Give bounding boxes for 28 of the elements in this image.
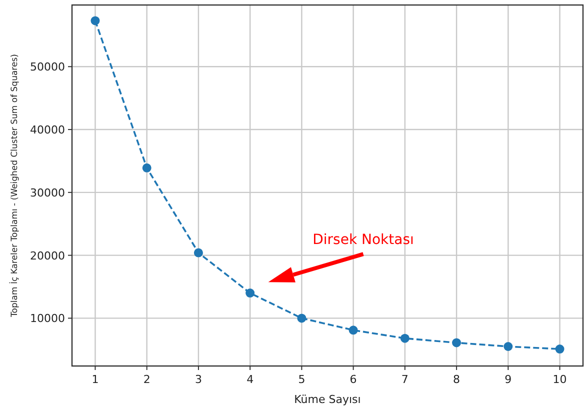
x-tick-label: 8	[453, 373, 460, 386]
x-tick-label: 3	[194, 373, 202, 386]
annotation: Dirsek Noktası	[312, 232, 414, 248]
x-tick-label: 4	[246, 373, 254, 386]
point	[90, 16, 100, 26]
x-tick-label: 6	[350, 373, 357, 386]
point	[142, 163, 152, 172]
point	[504, 342, 513, 352]
x-tick-label: 2	[143, 373, 150, 386]
point	[194, 248, 203, 258]
point	[452, 338, 462, 348]
x-tick-label: 1	[92, 373, 99, 386]
x-tick-label: 10	[552, 373, 567, 386]
point	[297, 314, 306, 323]
x-tick-label: 7	[401, 373, 408, 386]
x-axis-title: Küme Sayısı	[294, 393, 361, 406]
y-axis-title: Toplam İç Kareler Toplamı - (Weighed Cluster Sum of Squares)	[9, 54, 20, 318]
point	[348, 326, 358, 335]
y-tick-label: 10000	[30, 312, 65, 326]
y-tick-label: 30000	[30, 186, 65, 200]
y-tick-label: 20000	[30, 249, 65, 262]
point	[246, 288, 255, 298]
y-tick-label: 40000	[30, 124, 65, 137]
point	[400, 334, 410, 343]
x-tick-label: 9	[504, 373, 512, 386]
y-tick-label: 50000	[30, 60, 65, 74]
point	[555, 344, 564, 354]
x-tick-label: 5	[298, 373, 306, 386]
